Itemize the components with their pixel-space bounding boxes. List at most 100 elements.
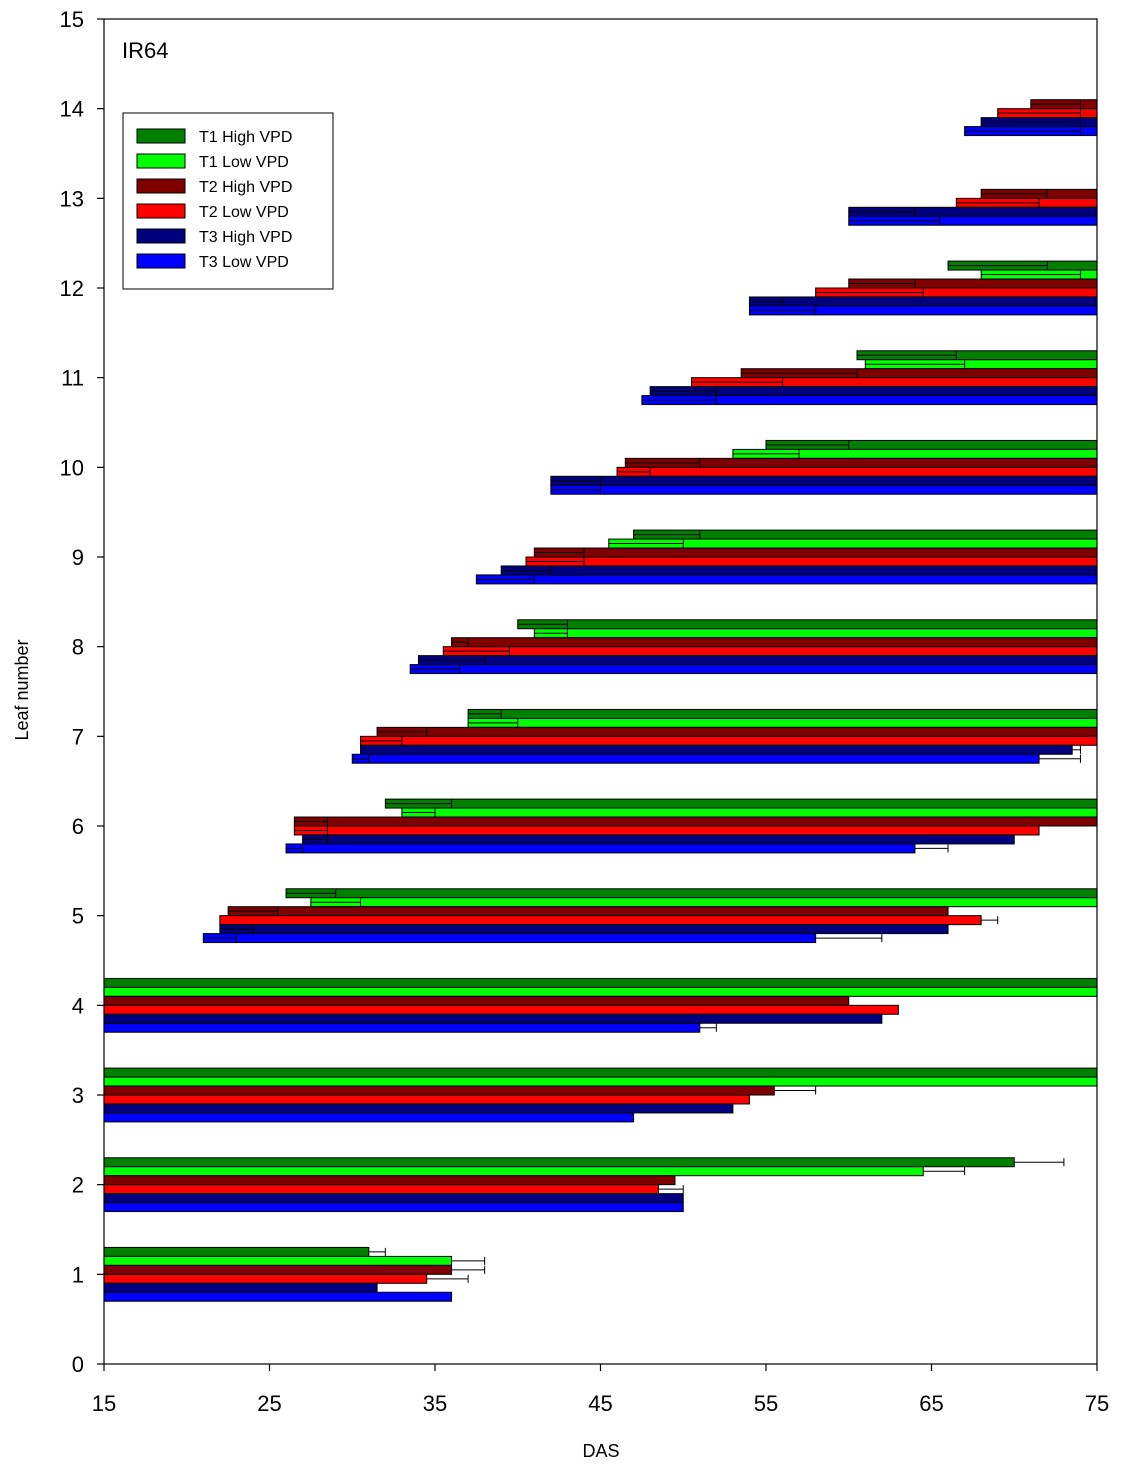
bar-t2-high-vpd-leaf-2 bbox=[103, 1175, 676, 1186]
bar-t3-high-vpd-leaf-11 bbox=[649, 386, 1098, 397]
y-tick-label-10: 10 bbox=[60, 455, 84, 480]
x-tick-label-25: 25 bbox=[257, 1391, 281, 1416]
legend-swatch-t1-high-vpd bbox=[136, 128, 186, 144]
y-tick-label-3: 3 bbox=[72, 1083, 84, 1108]
legend-label-t1-low-vpd: T1 Low VPD bbox=[199, 154, 289, 171]
y-tick-label-0: 0 bbox=[72, 1352, 84, 1377]
legend-swatch-t1-low-vpd bbox=[136, 153, 186, 169]
bar-t3-high-vpd-leaf-1 bbox=[103, 1282, 378, 1293]
bar-t1-low-vpd-leaf-4 bbox=[103, 986, 1098, 997]
bar-t2-low-vpd-leaf-10 bbox=[616, 466, 1098, 477]
x-tick-label-15: 15 bbox=[92, 1391, 116, 1416]
bar-t1-high-vpd-leaf-1 bbox=[103, 1246, 370, 1257]
y-tick-label-12: 12 bbox=[60, 276, 84, 301]
bar-t2-high-vpd-leaf-5 bbox=[227, 906, 949, 917]
y-tick-label-11: 11 bbox=[61, 366, 84, 391]
legend-label-t3-low-vpd: T3 Low VPD bbox=[199, 254, 289, 271]
bar-t2-high-vpd-leaf-3 bbox=[103, 1085, 775, 1096]
panel-label: IR64 bbox=[122, 38, 168, 63]
bar-t3-high-vpd-leaf-2 bbox=[103, 1193, 684, 1204]
bar-t2-high-vpd-leaf-9 bbox=[533, 547, 1098, 558]
bar-t3-low-vpd-leaf-1 bbox=[103, 1291, 453, 1302]
bar-t3-high-vpd-leaf-9 bbox=[500, 565, 1098, 576]
bar-t1-low-vpd-leaf-6 bbox=[401, 807, 1098, 818]
bar-t2-low-vpd-leaf-9 bbox=[525, 556, 1098, 567]
bar-t2-low-vpd-leaf-6 bbox=[293, 825, 1040, 836]
bar-t2-high-vpd-leaf-1 bbox=[103, 1264, 453, 1275]
bar-t2-low-vpd-leaf-2 bbox=[103, 1184, 659, 1195]
bar-t3-high-vpd-leaf-3 bbox=[103, 1103, 734, 1114]
legend-swatch-t2-low-vpd bbox=[136, 203, 186, 219]
bar-t1-high-vpd-leaf-5 bbox=[285, 888, 1098, 899]
bar-t1-high-vpd-leaf-6 bbox=[384, 798, 1098, 809]
legend-swatch-t3-low-vpd bbox=[136, 253, 186, 269]
bar-t1-low-vpd-leaf-3 bbox=[103, 1076, 1098, 1087]
legend: T1 High VPD T1 Low VPD T2 High VPD T2 Low V… bbox=[122, 112, 334, 290]
legend-label-t2-high-vpd: T2 High VPD bbox=[199, 179, 292, 196]
y-tick-label-8: 8 bbox=[72, 635, 84, 660]
y-tick-label-2: 2 bbox=[72, 1173, 84, 1198]
bar-t2-low-vpd-leaf-8 bbox=[442, 646, 1098, 657]
bar-t2-low-vpd-leaf-7 bbox=[360, 735, 1098, 746]
y-tick-label-15: 15 bbox=[60, 7, 84, 32]
y-tick-label-14: 14 bbox=[60, 97, 84, 122]
bar-t3-low-vpd-leaf-8 bbox=[409, 664, 1098, 675]
bar-t3-low-vpd-leaf-3 bbox=[103, 1112, 635, 1123]
error-bars-layer bbox=[203, 100, 1081, 1283]
y-axis-title: Leaf number bbox=[12, 639, 32, 740]
bar-t1-low-vpd-leaf-8 bbox=[533, 628, 1098, 639]
y-tick-label-4: 4 bbox=[72, 993, 84, 1018]
bar-t2-low-vpd-leaf-4 bbox=[103, 1004, 899, 1015]
x-tick-label-75: 75 bbox=[1085, 1391, 1109, 1416]
bar-t3-high-vpd-leaf-4 bbox=[103, 1013, 883, 1024]
bar-t2-high-vpd-leaf-7 bbox=[376, 726, 1098, 737]
bar-t3-high-vpd-leaf-7 bbox=[360, 744, 1073, 755]
legend-swatch-t2-high-vpd bbox=[136, 178, 186, 194]
bar-t1-low-vpd-leaf-7 bbox=[467, 717, 1098, 728]
y-tick-label-13: 13 bbox=[60, 186, 84, 211]
bar-t3-high-vpd-leaf-8 bbox=[417, 655, 1098, 666]
bar-t1-high-vpd-leaf-2 bbox=[103, 1157, 1015, 1168]
x-axis-title: DAS bbox=[582, 1441, 619, 1461]
x-tick-label-65: 65 bbox=[919, 1391, 943, 1416]
bar-t2-high-vpd-leaf-4 bbox=[103, 995, 850, 1006]
x-tick-label-35: 35 bbox=[423, 1391, 447, 1416]
x-tick-label-55: 55 bbox=[754, 1391, 778, 1416]
bar-t3-low-vpd-leaf-9 bbox=[475, 574, 1098, 585]
bar-t3-low-vpd-leaf-6 bbox=[285, 843, 916, 854]
bar-t3-low-vpd-leaf-10 bbox=[550, 484, 1098, 495]
bar-t3-low-vpd-leaf-4 bbox=[103, 1022, 701, 1033]
x-tick-label-45: 45 bbox=[588, 1391, 612, 1416]
y-tick-label-6: 6 bbox=[72, 814, 84, 839]
bar-t2-high-vpd-leaf-8 bbox=[451, 637, 1098, 648]
bar-t1-high-vpd-leaf-9 bbox=[633, 529, 1098, 540]
bar-t3-high-vpd-leaf-5 bbox=[219, 924, 949, 935]
bar-t1-low-vpd-leaf-2 bbox=[103, 1166, 924, 1177]
bar-t2-high-vpd-leaf-6 bbox=[293, 816, 1098, 827]
legend-label-t3-high-vpd: T3 High VPD bbox=[199, 229, 292, 246]
bar-t1-high-vpd-leaf-7 bbox=[467, 708, 1098, 719]
y-tick-label-5: 5 bbox=[72, 904, 84, 929]
legend-label-t1-high-vpd: T1 High VPD bbox=[199, 129, 292, 146]
bar-t2-low-vpd-leaf-3 bbox=[103, 1094, 750, 1105]
bar-t3-high-vpd-leaf-10 bbox=[550, 475, 1098, 486]
y-tick-label-7: 7 bbox=[72, 724, 84, 749]
y-tick-label-9: 9 bbox=[72, 545, 84, 570]
bar-t3-high-vpd-leaf-6 bbox=[302, 834, 1015, 845]
bar-t2-low-vpd-leaf-1 bbox=[103, 1273, 428, 1284]
bar-t1-high-vpd-leaf-4 bbox=[103, 977, 1098, 988]
bar-t3-low-vpd-leaf-5 bbox=[202, 933, 817, 944]
bar-t1-high-vpd-leaf-3 bbox=[103, 1067, 1098, 1078]
bar-t3-low-vpd-leaf-2 bbox=[103, 1202, 684, 1213]
bar-t3-high-vpd-leaf-12 bbox=[748, 296, 1098, 307]
bar-t2-low-vpd-leaf-5 bbox=[219, 915, 982, 926]
bars-layer bbox=[103, 99, 1098, 1302]
legend-label-t2-low-vpd: T2 Low VPD bbox=[199, 204, 289, 221]
bar-t3-low-vpd-leaf-7 bbox=[351, 753, 1040, 764]
y-tick-label-1: 1 bbox=[72, 1262, 84, 1287]
bar-t1-high-vpd-leaf-8 bbox=[517, 619, 1098, 630]
legend-swatch-t3-high-vpd bbox=[136, 228, 186, 244]
bar-t1-low-vpd-leaf-1 bbox=[103, 1255, 453, 1266]
